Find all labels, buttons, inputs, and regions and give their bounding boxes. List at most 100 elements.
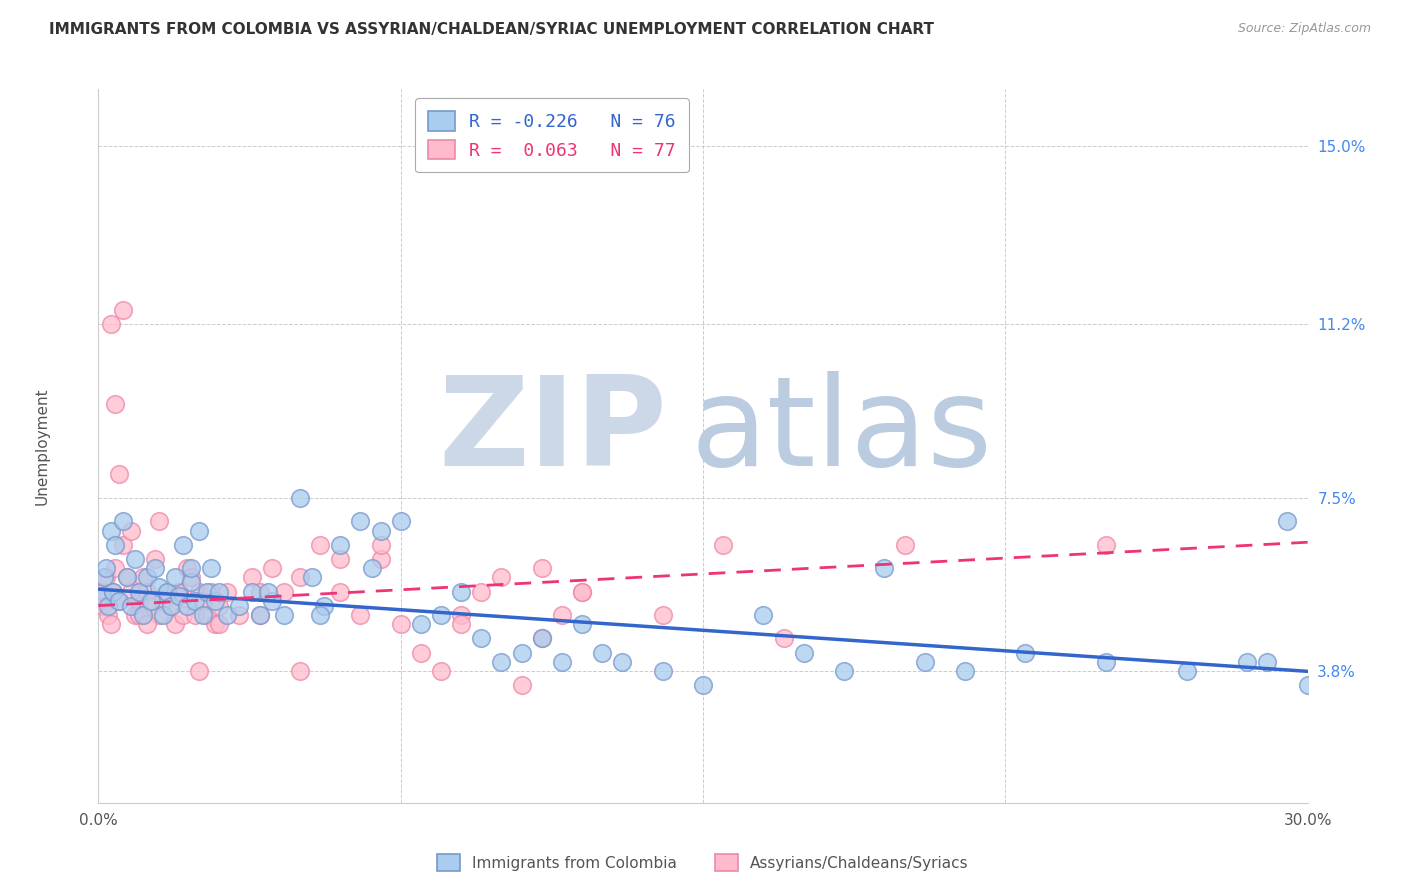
Point bbox=[124, 607, 146, 622]
Point bbox=[143, 561, 166, 575]
Point bbox=[156, 584, 179, 599]
Point bbox=[329, 551, 352, 566]
Point bbox=[128, 584, 150, 599]
Point bbox=[195, 584, 218, 599]
Point bbox=[208, 599, 231, 613]
Point bbox=[217, 584, 239, 599]
Point bbox=[571, 584, 593, 599]
Point bbox=[107, 467, 129, 482]
Point bbox=[273, 584, 295, 599]
Point bbox=[361, 561, 384, 575]
Point bbox=[832, 665, 855, 679]
Point bbox=[370, 538, 392, 552]
Point bbox=[893, 538, 915, 552]
Point bbox=[301, 570, 323, 584]
Point bbox=[176, 561, 198, 575]
Point bbox=[103, 561, 125, 575]
Point bbox=[309, 607, 332, 622]
Point bbox=[260, 594, 283, 608]
Point bbox=[193, 607, 215, 622]
Point bbox=[143, 551, 166, 566]
Point bbox=[470, 584, 492, 599]
Point bbox=[93, 570, 115, 584]
Point bbox=[591, 646, 613, 660]
Point bbox=[288, 491, 311, 505]
Point bbox=[329, 538, 352, 552]
Point bbox=[914, 655, 936, 669]
Point bbox=[128, 607, 150, 622]
Point bbox=[135, 584, 157, 599]
Point bbox=[132, 607, 155, 622]
Point bbox=[96, 561, 118, 575]
Point bbox=[530, 632, 553, 646]
Point bbox=[111, 538, 134, 552]
Point bbox=[873, 561, 896, 575]
Point bbox=[551, 655, 574, 669]
Point bbox=[228, 607, 250, 622]
Point bbox=[409, 617, 432, 632]
Point bbox=[152, 607, 174, 622]
Point bbox=[208, 584, 231, 599]
Point bbox=[793, 646, 815, 660]
Point bbox=[1095, 538, 1118, 552]
Point bbox=[430, 607, 453, 622]
Point bbox=[530, 561, 553, 575]
Point bbox=[1175, 665, 1198, 679]
Point bbox=[314, 599, 336, 613]
Point bbox=[120, 524, 142, 538]
Point bbox=[389, 617, 412, 632]
Point bbox=[711, 538, 734, 552]
Point bbox=[111, 302, 134, 317]
Text: Source: ZipAtlas.com: Source: ZipAtlas.com bbox=[1237, 22, 1371, 36]
Point bbox=[103, 538, 125, 552]
Point bbox=[101, 584, 124, 599]
Point bbox=[163, 570, 186, 584]
Point bbox=[752, 607, 775, 622]
Point bbox=[91, 599, 114, 613]
Point bbox=[188, 584, 211, 599]
Point bbox=[124, 551, 146, 566]
Point bbox=[200, 561, 222, 575]
Point bbox=[103, 397, 125, 411]
Point bbox=[349, 607, 371, 622]
Point bbox=[551, 607, 574, 622]
Point bbox=[172, 538, 194, 552]
Point bbox=[195, 607, 218, 622]
Point bbox=[389, 514, 412, 528]
Point bbox=[204, 594, 226, 608]
Point bbox=[510, 678, 533, 692]
Point bbox=[651, 665, 673, 679]
Point bbox=[93, 584, 115, 599]
Point bbox=[249, 584, 271, 599]
Point bbox=[188, 665, 211, 679]
Point bbox=[180, 575, 202, 590]
Point bbox=[240, 570, 263, 584]
Point bbox=[160, 599, 183, 613]
Point bbox=[176, 599, 198, 613]
Point bbox=[217, 607, 239, 622]
Point bbox=[450, 584, 472, 599]
Point bbox=[111, 514, 134, 528]
Point bbox=[204, 617, 226, 632]
Point bbox=[288, 665, 311, 679]
Point bbox=[167, 589, 190, 603]
Point bbox=[651, 607, 673, 622]
Point bbox=[510, 646, 533, 660]
Point bbox=[97, 599, 120, 613]
Point bbox=[349, 514, 371, 528]
Point bbox=[180, 561, 202, 575]
Point bbox=[309, 538, 332, 552]
Point bbox=[273, 607, 295, 622]
Point bbox=[208, 617, 231, 632]
Point bbox=[409, 646, 432, 660]
Point bbox=[1014, 646, 1036, 660]
Point bbox=[139, 599, 162, 613]
Point bbox=[571, 617, 593, 632]
Point bbox=[329, 584, 352, 599]
Point bbox=[491, 570, 513, 584]
Point bbox=[148, 514, 170, 528]
Point bbox=[163, 617, 186, 632]
Point bbox=[132, 570, 155, 584]
Point bbox=[470, 632, 492, 646]
Point bbox=[97, 607, 120, 622]
